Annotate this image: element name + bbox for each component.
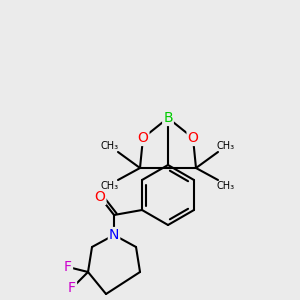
Text: F: F	[64, 260, 72, 274]
Text: CH₃: CH₃	[101, 181, 119, 191]
Text: O: O	[94, 190, 106, 204]
Text: O: O	[138, 131, 148, 145]
Text: B: B	[163, 111, 173, 125]
Text: F: F	[68, 281, 76, 295]
Text: CH₃: CH₃	[101, 141, 119, 151]
Text: CH₃: CH₃	[217, 141, 235, 151]
Text: O: O	[188, 131, 198, 145]
Text: CH₃: CH₃	[217, 181, 235, 191]
Text: N: N	[109, 228, 119, 242]
